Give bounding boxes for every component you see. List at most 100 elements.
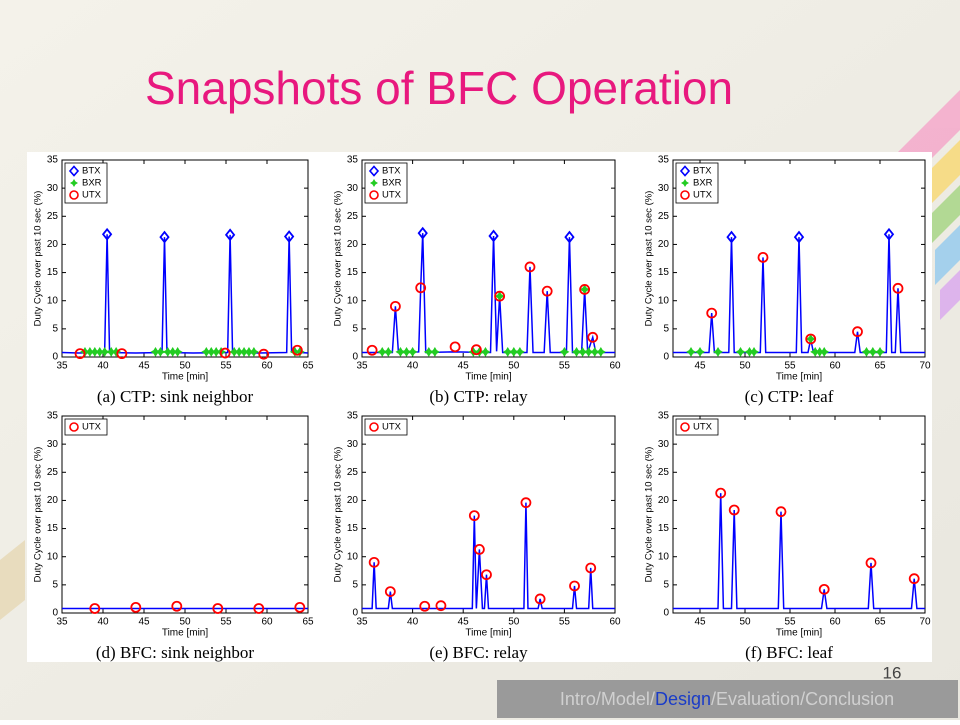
marker-circle [89,603,101,614]
marker-circle [473,543,485,555]
x-tick-label: 55 [220,617,232,628]
y-tick-label: 35 [658,411,670,422]
x-tick-label: 35 [356,361,368,372]
plot-frame [61,415,309,614]
x-tick-label: 45 [138,617,150,628]
caption: (f) BFC: leaf [745,643,833,662]
x-tick-label: 40 [407,361,419,372]
y-tick-label: 15 [658,267,670,278]
x-tick-label: 50 [179,361,191,372]
marker-circle [258,348,270,360]
y-tick-label: 25 [658,467,670,478]
legend-circle [369,422,379,432]
y-tick-label: 0 [352,352,358,363]
legend-diamond [368,165,380,177]
legend-circle [69,422,79,432]
y-tick-label: 35 [47,411,59,422]
x-tick-label: 45 [694,617,706,628]
marker-star [559,346,570,357]
x-tick-label: 55 [784,361,796,372]
x-tick-label: 45 [694,361,706,372]
x-tick-label: 35 [56,361,68,372]
marker-star [508,346,519,357]
marker-star [571,346,582,357]
x-axis-label: Time [min] [162,628,209,639]
marker-star [99,346,110,357]
x-tick-label: 65 [874,361,886,372]
y-tick-label: 0 [663,608,669,619]
marker-star [248,346,259,357]
x-tick-label: 65 [874,617,886,628]
y-tick-label: 10 [347,551,359,562]
slide-title: Snapshots of BFC Operation [145,62,733,114]
x-tick-label: 45 [458,617,470,628]
nav-separator: / [800,689,805,709]
y-tick-label: 20 [658,495,670,506]
legend-label: BXR [693,178,713,189]
legend-label: UTX [693,422,713,433]
marker-circle [130,601,142,613]
marker-circle [715,487,727,499]
y-tick-label: 35 [658,155,670,166]
y-tick-label: 20 [658,239,670,250]
y-tick-label: 30 [347,183,359,194]
marker-star [867,346,878,357]
y-tick-label: 25 [347,467,359,478]
marker-circle [171,600,183,612]
marker-circle [728,504,740,516]
y-tick-label: 30 [658,183,670,194]
marker-star [695,346,705,357]
legend-star [681,179,689,187]
marker-star [577,346,588,357]
x-tick-label: 50 [179,617,191,628]
marker-diamond [283,230,295,243]
x-tick-label: 55 [559,617,571,628]
legend-circle [680,422,690,432]
marker-circle [384,586,396,598]
legend-label: UTX [382,422,402,433]
y-tick-label: 25 [347,211,359,222]
y-tick-label: 20 [47,495,59,506]
marker-circle [389,300,401,312]
y-tick-label: 30 [658,439,670,450]
marker-circle [865,557,877,569]
chart: 0 5 10 15 20 25 30 35 35 40 45 50 55 60 Time [min] Duty… [333,411,621,662]
marker-circle [852,326,863,338]
legend-star [370,179,378,187]
plot-frame [361,415,616,614]
x-axis-label: Time [min] [776,372,823,383]
marker-circle [775,506,787,518]
trace-line [673,234,925,354]
marker-diamond [726,230,737,244]
nav-item: Evaluation [716,689,800,709]
y-axis-label: Duty Cycle over past 10 sec (%) [644,191,655,327]
y-tick-label: 5 [52,323,58,334]
marker-circle [449,341,461,353]
marker-diamond [564,230,575,244]
x-tick-label: 35 [56,617,68,628]
y-tick-label: 0 [52,608,58,619]
marker-circle [579,284,591,295]
x-tick-label: 45 [458,361,470,372]
marker-circle [470,344,482,356]
x-tick-label: 45 [138,361,150,372]
legend-label: BTX [82,166,101,177]
nav-bar [497,680,958,718]
y-tick-label: 25 [47,467,59,478]
nav-item: Design [655,689,711,709]
marker-star [468,346,479,357]
caption: (b) CTP: relay [429,387,528,406]
y-tick-label: 35 [347,155,359,166]
marker-star [383,346,394,357]
legend-diamond [679,165,691,177]
nav-separator: / [650,689,655,709]
marker-diamond [224,228,236,242]
x-axis-label: Time [min] [465,372,512,383]
marker-star [514,346,525,357]
marker-circle [892,282,904,294]
y-tick-label: 15 [347,267,359,278]
y-tick-label: 30 [47,439,59,450]
trace-line [362,233,615,354]
